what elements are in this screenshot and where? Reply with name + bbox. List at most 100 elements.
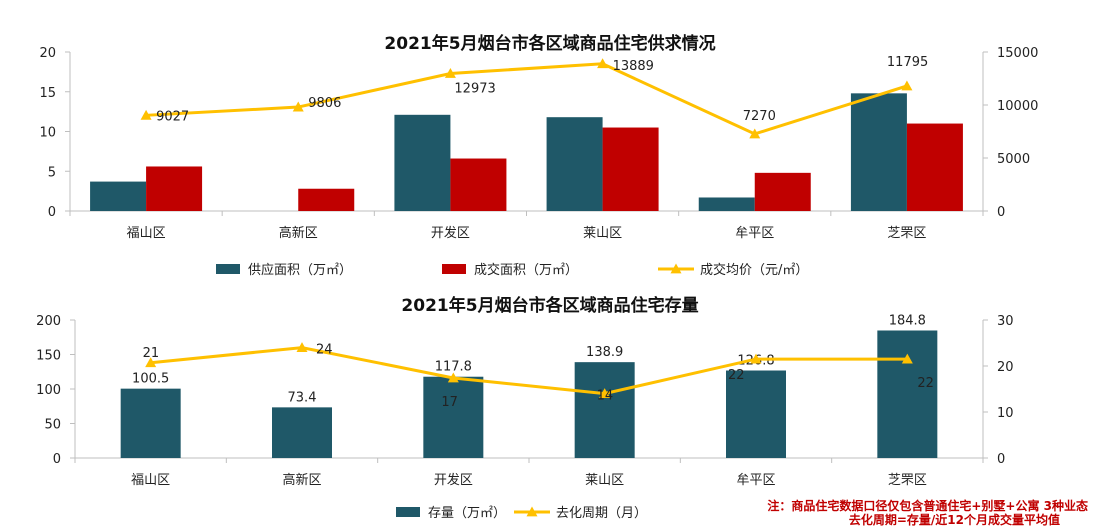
legend-swatch [216, 264, 240, 274]
supply-demand-chart: 2021年5月烟台市各区域商品住宅供求情况 0 5 10 15 20 0 5000 10000… [39, 33, 1038, 278]
y-tick-label-right: 5000 [997, 152, 1030, 167]
y-tick-label-left: 10 [39, 126, 56, 141]
x-tick-label: 牟平区 [735, 226, 774, 241]
bar [877, 330, 938, 458]
legend-swatch-marker [670, 263, 682, 274]
bar [574, 362, 635, 458]
avg-price-line: 9027 9806 12973 13889 7270 11795 [140, 55, 928, 139]
y-tick-label-left: 200 [36, 314, 61, 329]
bar-data-label: 184.8 [889, 313, 926, 328]
footnotes: 注：商品住宅数据口径仅包含普通住宅+别墅+公寓 3种业态 去化周期=存量/近12… [767, 498, 1088, 527]
line-data-label: 21 [143, 346, 160, 361]
legend-entry-label: 去化周期（月） [556, 506, 647, 521]
line-marker [750, 353, 762, 364]
line-marker [292, 101, 304, 112]
bar [423, 376, 484, 458]
bar [450, 158, 507, 211]
line-data-label: 24 [316, 343, 333, 358]
bar-data-label: 73.4 [288, 390, 317, 405]
line-data-label: 14 [597, 389, 614, 404]
line-data-label: 22 [917, 376, 934, 391]
y-tick-label-left: 5 [48, 165, 56, 180]
y-tick-label-right: 0 [997, 205, 1005, 220]
line-marker [140, 109, 152, 120]
supply-demand-bars [90, 93, 963, 211]
bar [394, 114, 451, 211]
bar [602, 127, 659, 211]
x-tick-label: 莱山区 [583, 226, 622, 241]
bar [850, 93, 907, 211]
x-tick-label: 福山区 [127, 226, 166, 241]
x-tick-label: 福山区 [131, 473, 170, 488]
inventory-title: 2021年5月烟台市各区域商品住宅存量 [401, 295, 698, 316]
bar-data-label: 117.8 [435, 360, 472, 375]
footnote-formula: 去化周期=存量/近12个月成交量平均值 [849, 512, 1060, 527]
line-marker [901, 80, 913, 91]
y-tick-label-left: 150 [36, 349, 61, 364]
bar-data-label: 100.5 [132, 372, 169, 387]
bar [546, 117, 603, 211]
y-tick-label-left: 0 [48, 205, 56, 220]
line-data-label: 22 [728, 368, 745, 383]
bar [146, 166, 203, 211]
y-tick-label-left: 0 [53, 452, 61, 467]
line-marker [296, 342, 308, 352]
inventory-axes: 0 50 100 150 200 0 10 20 30 福山区 高新区 开发区 莱山区 牟平区 芝罘区 [36, 314, 1013, 488]
y-tick-label-right: 0 [997, 452, 1005, 467]
legend-entry-label: 成交均价（元/㎡） [700, 262, 808, 278]
x-tick-label: 牟平区 [736, 473, 775, 488]
supply-demand-title: 2021年5月烟台市各区域商品住宅供求情况 [384, 33, 715, 54]
x-tick-label: 莱山区 [585, 473, 624, 488]
line-data-label: 9027 [156, 109, 189, 124]
bar [298, 188, 355, 211]
legend-swatch-marker [526, 506, 538, 517]
destock-period-line: 21 24 17 14 22 22 [143, 342, 934, 410]
line-marker [749, 128, 761, 139]
inventory-chart: 2021年5月烟台市各区域商品住宅存量 0 50 100 150 200 0 10 20 30 福… [36, 295, 1013, 521]
inventory-legend: 存量（万㎡） 去化周期（月） [396, 506, 647, 521]
line-data-label: 12973 [454, 81, 495, 96]
line-series-path [146, 62, 908, 136]
line-marker [145, 357, 157, 368]
supply-demand-axes: 0 5 10 15 20 0 5000 10000 15000 福山区 高新区 开发区 莱山区 牟平区 芝罘… [39, 46, 1038, 241]
x-tick-label: 芝罘区 [888, 472, 927, 488]
bar [906, 123, 963, 211]
y-tick-label-left: 15 [39, 86, 56, 101]
legend-entry-label: 供应面积（万㎡） [248, 262, 352, 278]
line-marker [597, 58, 609, 69]
y-tick-label-right: 15000 [997, 46, 1038, 61]
x-tick-label: 高新区 [279, 225, 318, 241]
line-data-label: 7270 [743, 109, 776, 124]
supply-demand-legend: 供应面积（万㎡） 成交面积（万㎡） 成交均价（元/㎡） [216, 262, 808, 278]
bar-data-label: 138.9 [586, 345, 623, 360]
line-data-label: 13889 [613, 59, 654, 74]
bar [698, 197, 755, 211]
x-tick-label: 芝罘区 [887, 225, 926, 241]
line-marker [444, 67, 456, 78]
legend-swatch [442, 264, 466, 274]
y-tick-label-right: 10 [997, 406, 1014, 421]
y-tick-label-left: 20 [39, 46, 56, 61]
y-tick-label-right: 20 [997, 360, 1014, 375]
line-marker [447, 372, 459, 383]
bar [754, 172, 811, 211]
x-tick-label: 高新区 [282, 472, 321, 488]
legend-entry-label: 存量（万㎡） [428, 506, 506, 521]
legend-entry-label: 成交面积（万㎡） [474, 262, 578, 278]
legend-swatch [396, 507, 420, 517]
line-data-label: 17 [441, 395, 458, 410]
line-marker [901, 353, 913, 364]
x-tick-label: 开发区 [431, 225, 470, 241]
line-series-path [150, 346, 908, 396]
y-tick-label-left: 50 [44, 418, 61, 433]
bar [726, 370, 786, 458]
bar [120, 388, 181, 458]
line-marker [599, 388, 611, 398]
y-tick-label-right: 10000 [997, 99, 1038, 114]
line-data-label: 9806 [308, 96, 341, 111]
footnote-scope: 注：商品住宅数据口径仅包含普通住宅+别墅+公寓 3种业态 [767, 498, 1088, 513]
y-tick-label-left: 100 [36, 383, 61, 398]
